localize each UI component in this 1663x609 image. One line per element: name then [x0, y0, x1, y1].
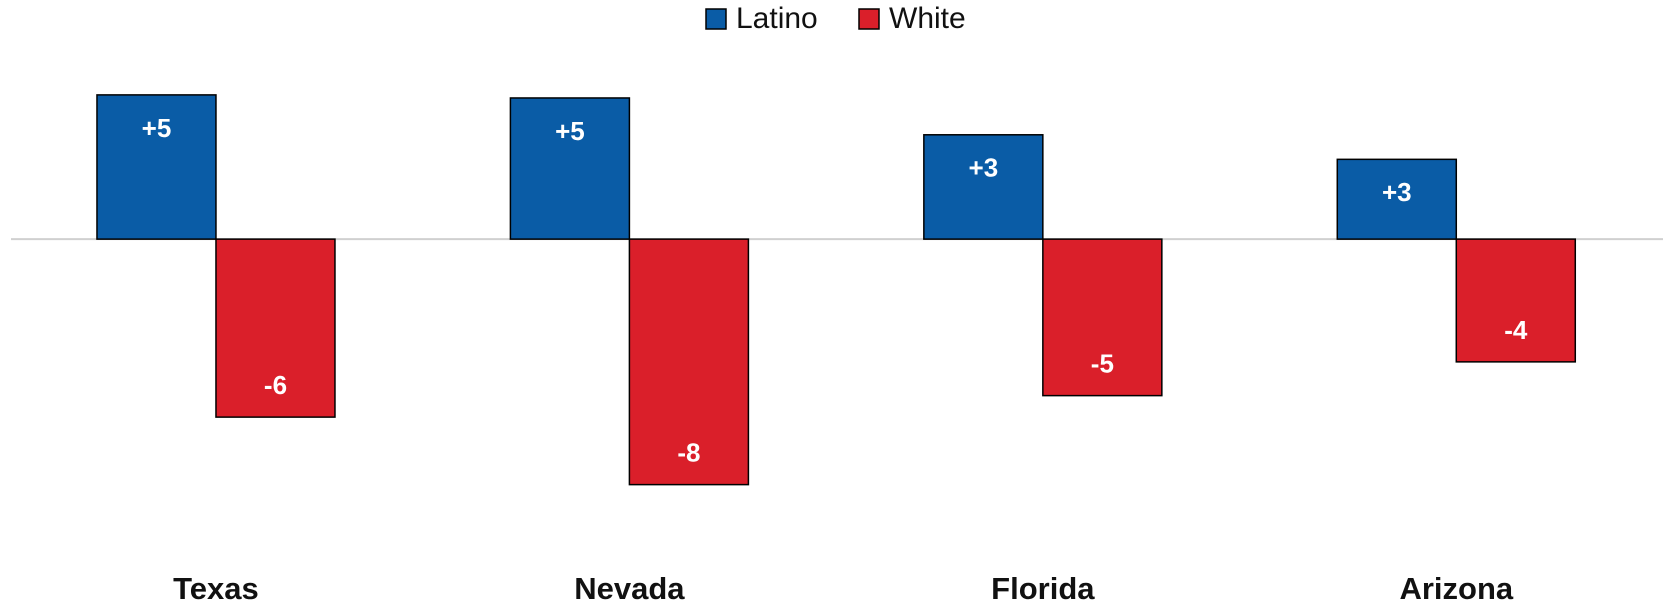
- data-label: -5: [1091, 349, 1114, 379]
- bar: [1042, 238, 1163, 397]
- bar: [96, 94, 217, 240]
- legend-swatch: [705, 8, 727, 30]
- x-tick-label: Arizona: [1399, 571, 1513, 606]
- data-label: +3: [969, 153, 999, 183]
- legend-swatch: [858, 8, 880, 30]
- legend-label: White: [889, 2, 966, 35]
- legend-label: Latino: [736, 2, 818, 35]
- data-label: -8: [677, 438, 700, 468]
- data-label: -6: [264, 370, 287, 400]
- bar: [1455, 238, 1577, 363]
- bar: [923, 134, 1044, 240]
- bar: [215, 238, 336, 418]
- bar: [628, 238, 750, 486]
- x-tick-label: Nevada: [574, 571, 685, 606]
- data-label: +5: [555, 116, 585, 146]
- data-label: -4: [1504, 315, 1528, 345]
- data-label: +3: [1382, 177, 1412, 207]
- data-label: +5: [142, 113, 172, 143]
- x-tick-label: Texas: [173, 571, 259, 606]
- x-tick-label: Florida: [991, 571, 1095, 606]
- bar: [1336, 158, 1458, 240]
- bar: [509, 97, 631, 240]
